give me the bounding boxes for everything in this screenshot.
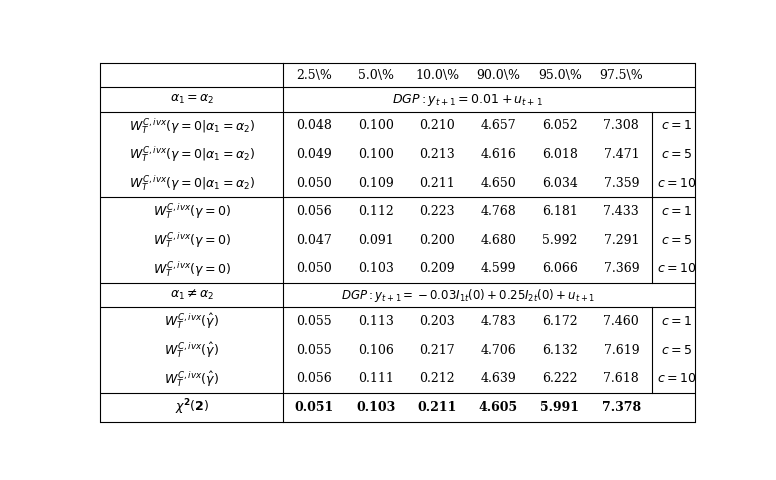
Text: 0.200: 0.200 — [419, 234, 455, 247]
Text: 5.991: 5.991 — [540, 401, 580, 414]
Text: 0.051: 0.051 — [295, 401, 334, 414]
Text: 7.471: 7.471 — [604, 148, 639, 161]
Text: 0.217: 0.217 — [419, 344, 455, 357]
Text: 6.034: 6.034 — [542, 177, 578, 190]
Text: 0.100: 0.100 — [358, 120, 393, 132]
Text: 4.639: 4.639 — [480, 372, 516, 385]
Text: 7.619: 7.619 — [604, 344, 639, 357]
Text: 0.113: 0.113 — [358, 315, 393, 328]
Text: 7.433: 7.433 — [604, 205, 639, 218]
Text: 4.605: 4.605 — [479, 401, 518, 414]
Text: $c=1$: $c=1$ — [661, 205, 692, 218]
Text: 4.599: 4.599 — [481, 263, 516, 276]
Text: $c=5$: $c=5$ — [661, 234, 692, 247]
Text: $\alpha_1 = \alpha_2$: $\alpha_1 = \alpha_2$ — [169, 93, 214, 106]
Text: $c=1$: $c=1$ — [661, 315, 692, 328]
Text: 0.049: 0.049 — [296, 148, 332, 161]
Text: 4.650: 4.650 — [480, 177, 516, 190]
Text: 6.018: 6.018 — [542, 148, 578, 161]
Text: $W_T^{C,ivx}(\gamma=0|\alpha_1=\alpha_2)$: $W_T^{C,ivx}(\gamma=0|\alpha_1=\alpha_2)… — [129, 173, 255, 193]
Text: 0.109: 0.109 — [358, 177, 393, 190]
Text: 6.132: 6.132 — [542, 344, 578, 357]
Text: $c=10$: $c=10$ — [657, 263, 696, 276]
Text: $W_T^{C,ivx}(\gamma=0|\alpha_1=\alpha_2)$: $W_T^{C,ivx}(\gamma=0|\alpha_1=\alpha_2)… — [129, 116, 255, 136]
Text: $\chi^{\mathbf{2}}(\mathbf{2})$: $\chi^{\mathbf{2}}(\mathbf{2})$ — [175, 397, 209, 417]
Text: 0.209: 0.209 — [419, 263, 455, 276]
Text: 7.460: 7.460 — [604, 315, 639, 328]
Text: 0.223: 0.223 — [419, 205, 455, 218]
Text: $W_T^{C,ivx}(\hat{\gamma})$: $W_T^{C,ivx}(\hat{\gamma})$ — [165, 312, 220, 332]
Text: 95.0\%: 95.0\% — [538, 69, 582, 82]
Text: $W_T^{C,ivx}(\gamma=0)$: $W_T^{C,ivx}(\gamma=0)$ — [153, 259, 231, 278]
Text: 0.212: 0.212 — [419, 372, 455, 385]
Text: 0.055: 0.055 — [296, 315, 332, 328]
Text: $c=10$: $c=10$ — [657, 372, 696, 385]
Text: 0.050: 0.050 — [296, 263, 332, 276]
Text: 0.112: 0.112 — [358, 205, 393, 218]
Text: $W_T^{C,ivx}(\gamma=0)$: $W_T^{C,ivx}(\gamma=0)$ — [153, 202, 231, 221]
Text: 4.783: 4.783 — [480, 315, 516, 328]
Text: $W_T^{C,ivx}(\gamma=0|\alpha_1=\alpha_2)$: $W_T^{C,ivx}(\gamma=0|\alpha_1=\alpha_2)… — [129, 145, 255, 164]
Text: 10.0\%: 10.0\% — [415, 69, 459, 82]
Text: 0.100: 0.100 — [358, 148, 393, 161]
Text: 0.055: 0.055 — [296, 344, 332, 357]
Text: 2.5\%: 2.5\% — [296, 69, 332, 82]
Text: 6.066: 6.066 — [542, 263, 578, 276]
Text: 0.211: 0.211 — [419, 177, 455, 190]
Text: 6.222: 6.222 — [542, 372, 577, 385]
Text: 4.768: 4.768 — [480, 205, 516, 218]
Text: $c=5$: $c=5$ — [661, 344, 692, 357]
Text: $DGP: y_{t+1} = -0.03I_{1t}(0) + 0.25I_{2t}(0) + u_{t+1}$: $DGP: y_{t+1} = -0.03I_{1t}(0) + 0.25I_{… — [341, 287, 595, 304]
Text: 90.0\%: 90.0\% — [476, 69, 521, 82]
Text: $W_T^{C,ivx}(\gamma=0)$: $W_T^{C,ivx}(\gamma=0)$ — [153, 230, 231, 250]
Text: 7.378: 7.378 — [602, 401, 641, 414]
Text: 0.048: 0.048 — [296, 120, 332, 132]
Text: 4.616: 4.616 — [480, 148, 516, 161]
Text: 0.091: 0.091 — [358, 234, 393, 247]
Text: 5.992: 5.992 — [542, 234, 577, 247]
Text: 7.291: 7.291 — [604, 234, 639, 247]
Text: 4.680: 4.680 — [480, 234, 516, 247]
Text: 7.308: 7.308 — [604, 120, 639, 132]
Text: 7.369: 7.369 — [604, 263, 639, 276]
Text: 0.056: 0.056 — [296, 372, 332, 385]
Text: 0.211: 0.211 — [417, 401, 457, 414]
Text: 0.103: 0.103 — [358, 263, 393, 276]
Text: 4.706: 4.706 — [480, 344, 516, 357]
Text: 0.106: 0.106 — [358, 344, 393, 357]
Text: $c=5$: $c=5$ — [661, 148, 692, 161]
Text: 5.0\%: 5.0\% — [358, 69, 393, 82]
Text: 6.181: 6.181 — [542, 205, 578, 218]
Text: $c=1$: $c=1$ — [661, 120, 692, 132]
Text: 97.5\%: 97.5\% — [600, 69, 643, 82]
Text: 0.213: 0.213 — [419, 148, 455, 161]
Text: 0.050: 0.050 — [296, 177, 332, 190]
Text: $W_T^{C,ivx}(\hat{\gamma})$: $W_T^{C,ivx}(\hat{\gamma})$ — [165, 369, 220, 389]
Text: 0.111: 0.111 — [358, 372, 393, 385]
Text: 6.172: 6.172 — [542, 315, 578, 328]
Text: 0.210: 0.210 — [419, 120, 455, 132]
Text: 0.203: 0.203 — [419, 315, 455, 328]
Text: 4.657: 4.657 — [480, 120, 516, 132]
Text: $c=10$: $c=10$ — [657, 177, 696, 190]
Text: 0.103: 0.103 — [356, 401, 395, 414]
Text: 0.047: 0.047 — [296, 234, 332, 247]
Text: 0.056: 0.056 — [296, 205, 332, 218]
Text: $W_T^{C,ivx}(\hat{\gamma})$: $W_T^{C,ivx}(\hat{\gamma})$ — [165, 340, 220, 360]
Text: $\alpha_1 \neq \alpha_2$: $\alpha_1 \neq \alpha_2$ — [169, 288, 214, 302]
Text: 6.052: 6.052 — [542, 120, 578, 132]
Text: $DGP: y_{t+1} = 0.01 + u_{t+1}$: $DGP: y_{t+1} = 0.01 + u_{t+1}$ — [393, 92, 543, 108]
Text: 7.359: 7.359 — [604, 177, 639, 190]
Text: 7.618: 7.618 — [604, 372, 639, 385]
